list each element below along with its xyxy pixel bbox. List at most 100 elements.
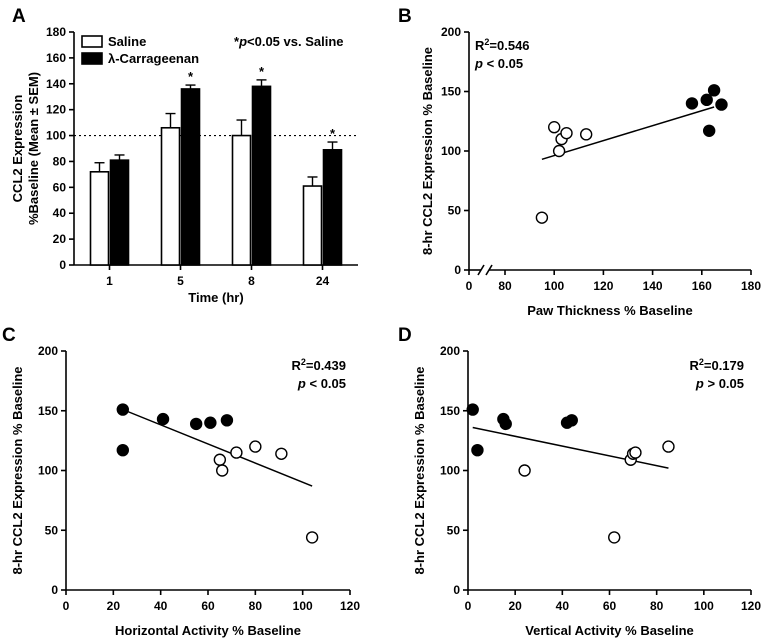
b-y-tick-label: 0 xyxy=(454,263,461,277)
c-point-carrageenan xyxy=(116,403,130,416)
d-x-axis-title: Vertical Activity % Baseline xyxy=(525,623,694,638)
a-bar-saline xyxy=(89,171,110,266)
d-point-saline xyxy=(629,446,642,459)
b-p-value: p < 0.05 xyxy=(474,56,523,71)
d-y-tick-label: 100 xyxy=(440,464,460,478)
a-x-tick-label: 5 xyxy=(177,274,184,288)
d-x-tick-label: 40 xyxy=(556,599,570,613)
d-point-carrageenan xyxy=(499,417,512,431)
b-point-saline xyxy=(579,128,593,141)
a-bar-carrageenan xyxy=(109,159,130,266)
c-y-tick-label: 150 xyxy=(38,404,58,418)
d-x-tick-label: 80 xyxy=(650,599,664,613)
c-point-carrageenan xyxy=(156,412,170,426)
a-x-axis-title: Time (hr) xyxy=(188,290,243,305)
c-point-saline xyxy=(249,440,262,453)
b-point-saline xyxy=(560,126,573,140)
c-point-saline xyxy=(230,446,243,459)
d-r-squared: R2=0.179 xyxy=(689,357,744,373)
d-point-carrageenan xyxy=(466,403,479,416)
d-point-carrageenan xyxy=(471,443,484,457)
d-point-saline xyxy=(662,440,675,453)
d-x-tick-label: 20 xyxy=(508,599,522,613)
c-x-tick-label: 100 xyxy=(293,599,313,613)
a-significance-star: * xyxy=(259,64,265,79)
b-x-tick-label: 160 xyxy=(692,279,712,293)
d-x-tick-label: 60 xyxy=(603,599,617,613)
a-y-axis-title-2: %Baseline (Mean ± SEM) xyxy=(26,72,41,225)
b-point-carrageenan xyxy=(700,93,713,107)
b-x-tick-label: 180 xyxy=(741,279,761,293)
a-legend-label-carrageenan: λ-Carrageenan xyxy=(108,51,199,66)
c-x-tick-label: 80 xyxy=(249,599,263,613)
a-y-tick-label: 80 xyxy=(53,154,67,168)
panel-label-c: C xyxy=(2,325,16,346)
panel-label-b: B xyxy=(398,6,412,27)
c-regression-line xyxy=(122,408,313,487)
a-bar-carrageenan xyxy=(180,88,201,266)
d-x-tick-label: 100 xyxy=(694,599,714,613)
d-point-saline xyxy=(518,464,531,477)
d-y-tick-label: 0 xyxy=(453,583,460,597)
panel-label-a: A xyxy=(12,6,26,27)
c-x-axis-title: Horizontal Activity % Baseline xyxy=(115,623,301,638)
a-y-tick-label: 180 xyxy=(46,25,66,39)
c-y-tick-label: 200 xyxy=(38,344,58,358)
b-axis-break-1 xyxy=(477,264,485,276)
c-x-tick-label: 120 xyxy=(340,599,360,613)
a-y-tick-label: 160 xyxy=(46,51,66,65)
d-p-value: p > 0.05 xyxy=(695,376,744,391)
d-point-carrageenan xyxy=(565,414,578,427)
b-point-carrageenan xyxy=(715,98,728,111)
a-annotation: *p<0.05 vs. Saline xyxy=(234,34,344,49)
a-significance-star: * xyxy=(330,126,336,141)
c-point-carrageenan xyxy=(116,443,130,457)
b-y-tick-label: 200 xyxy=(441,25,461,39)
a-y-tick-label: 20 xyxy=(53,232,67,246)
c-point-saline xyxy=(305,531,319,544)
a-bar-saline xyxy=(302,185,323,266)
b-y-tick-label: 150 xyxy=(441,85,461,99)
b-point-carrageenan xyxy=(702,124,716,137)
a-y-tick-label: 40 xyxy=(53,206,67,220)
a-y-tick-label: 0 xyxy=(59,258,66,272)
a-bar-saline xyxy=(231,134,252,266)
b-point-saline xyxy=(548,120,561,134)
b-r-squared: R2=0.546 xyxy=(475,37,530,53)
a-legend-label-saline: Saline xyxy=(108,34,146,49)
c-point-carrageenan xyxy=(189,417,203,431)
d-y-tick-label: 50 xyxy=(447,523,461,537)
c-r-squared: R2=0.439 xyxy=(291,357,346,373)
c-y-axis-title: 8-hr CCL2 Expression % Baseline xyxy=(10,366,25,574)
a-x-tick-label: 8 xyxy=(248,274,255,288)
c-x-tick-label: 40 xyxy=(154,599,168,613)
b-regression-line xyxy=(541,106,715,161)
b-y-tick-label: 100 xyxy=(441,144,461,158)
c-point-saline xyxy=(215,464,229,477)
b-x-tick-label: 120 xyxy=(593,279,613,293)
c-x-tick-label: 0 xyxy=(63,599,70,613)
b-point-carrageenan xyxy=(685,97,699,110)
d-x-tick-label: 0 xyxy=(465,599,472,613)
d-y-tick-label: 150 xyxy=(440,404,460,418)
b-axis-break-2 xyxy=(485,264,493,276)
d-y-axis-title: 8-hr CCL2 Expression % Baseline xyxy=(412,366,427,574)
b-point-carrageenan xyxy=(707,84,721,97)
c-point-carrageenan xyxy=(204,416,217,429)
a-y-tick-label: 100 xyxy=(46,129,66,143)
b-point-saline xyxy=(535,211,549,224)
d-point-saline xyxy=(608,531,621,544)
a-bar-saline xyxy=(160,126,181,266)
b-x-tick-label: 80 xyxy=(498,279,512,293)
c-y-tick-label: 0 xyxy=(51,583,58,597)
d-x-tick-label: 120 xyxy=(741,599,761,613)
c-point-saline xyxy=(213,453,227,466)
c-p-value: p < 0.05 xyxy=(297,376,346,391)
a-legend-swatch-carrageenan xyxy=(81,52,103,65)
b-x-tick-label: 140 xyxy=(643,279,663,293)
a-y-axis-title-1: CCL2 Expression xyxy=(10,95,25,203)
a-y-tick-label: 60 xyxy=(53,180,67,194)
a-y-tick-label: 140 xyxy=(46,77,66,91)
a-bar-carrageenan xyxy=(251,85,272,266)
